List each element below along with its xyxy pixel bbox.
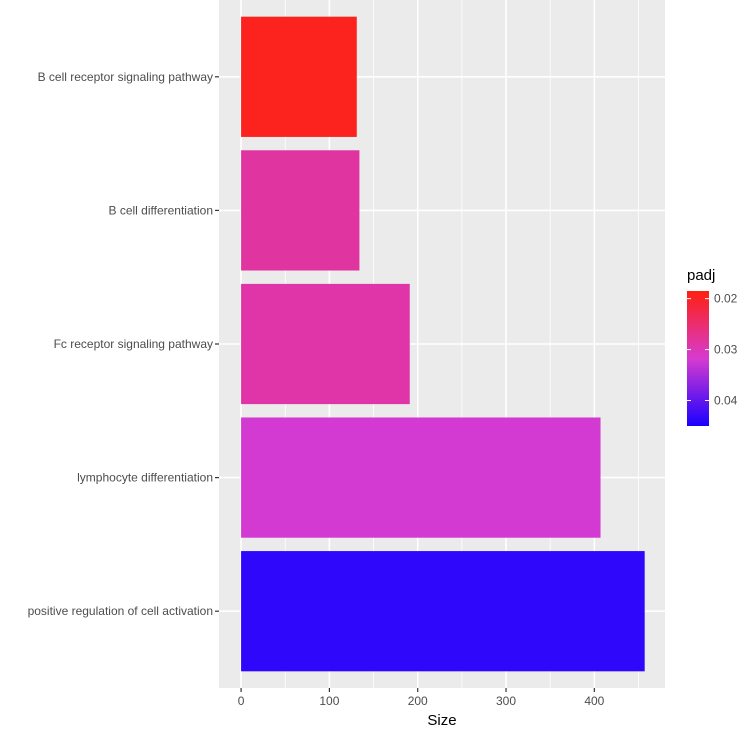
y-axis: B cell receptor signaling pathway B cell … bbox=[28, 70, 219, 618]
x-tick-label: 100 bbox=[319, 694, 339, 708]
x-axis: 0 100 200 300 400 bbox=[238, 688, 605, 708]
bar bbox=[241, 417, 601, 538]
y-tick-label: positive regulation of cell activation bbox=[28, 604, 213, 618]
bar bbox=[241, 16, 357, 137]
x-tick-label: 300 bbox=[496, 694, 516, 708]
x-axis-title: Size bbox=[427, 712, 456, 729]
y-tick-label: B cell receptor signaling pathway bbox=[38, 70, 213, 84]
legend-title: padj bbox=[687, 267, 715, 284]
x-tick-label: 0 bbox=[238, 694, 245, 708]
legend-tick-label: 0.02 bbox=[714, 292, 738, 306]
legend: padj 0.02 0.03 0.04 bbox=[687, 267, 738, 426]
x-tick-label: 200 bbox=[408, 694, 428, 708]
x-tick-label: 400 bbox=[584, 694, 604, 708]
bar bbox=[241, 150, 360, 271]
bar bbox=[241, 551, 645, 672]
bars bbox=[241, 16, 645, 672]
legend-colorbar bbox=[687, 291, 709, 426]
bar bbox=[241, 283, 410, 405]
y-tick-label: lymphocyte differentiation bbox=[77, 471, 213, 485]
y-tick-label: Fc receptor signaling pathway bbox=[54, 337, 213, 351]
legend-tick-label: 0.04 bbox=[714, 394, 738, 408]
legend-tick-label: 0.03 bbox=[714, 343, 738, 357]
y-tick-label: B cell differentiation bbox=[108, 203, 213, 217]
